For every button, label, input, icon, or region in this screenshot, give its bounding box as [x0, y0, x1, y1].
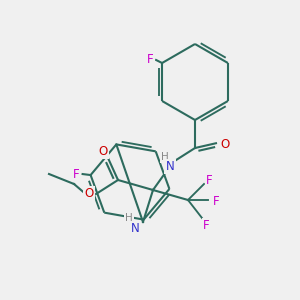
- Text: H: H: [125, 213, 133, 223]
- Text: O: O: [98, 145, 108, 158]
- Text: N: N: [130, 222, 140, 235]
- Text: O: O: [84, 187, 94, 200]
- Text: F: F: [147, 53, 153, 66]
- Text: H: H: [161, 152, 169, 162]
- Text: N: N: [166, 160, 174, 173]
- Text: F: F: [206, 174, 212, 187]
- Text: F: F: [203, 219, 209, 232]
- Text: F: F: [73, 168, 80, 181]
- Text: F: F: [213, 195, 219, 208]
- Text: O: O: [220, 138, 230, 151]
